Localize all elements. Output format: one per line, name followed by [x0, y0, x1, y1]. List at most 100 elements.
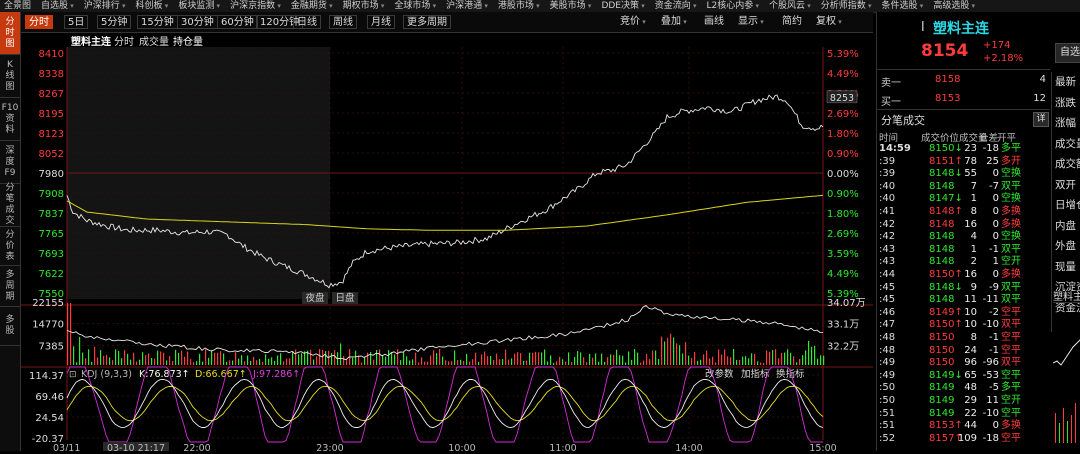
left-tab[interactable]: 分笔成交 — [0, 183, 20, 227]
trade-row[interactable]: :47 8150↑ 10 -10 双平 — [877, 319, 1050, 331]
trade-row[interactable]: :42 8148 16 0 多换 — [877, 219, 1050, 231]
trade-row[interactable]: 14:59 8150↓ 23 -18 多平 — [877, 143, 1050, 155]
top-menu-item[interactable]: 期权市场 — [339, 0, 391, 12]
trade-row[interactable]: :39 8148↓ 55 0 空换 — [877, 168, 1050, 180]
period-button[interactable]: 5分钟 — [97, 15, 132, 29]
top-menu-item[interactable]: 分析师指数 — [817, 0, 878, 12]
top-menu-item[interactable]: 沪深排行 — [80, 0, 132, 12]
top-menu-item[interactable]: 金融期货 — [287, 0, 339, 12]
kdj-label[interactable]: KDJ (9,3,3) — [81, 369, 132, 380]
volume-bar — [469, 361, 471, 365]
top-menu-item[interactable]: 条件选股 — [878, 0, 930, 12]
volume-bar — [802, 355, 804, 365]
trade-row[interactable]: :45 8148 11 -11 双平 — [877, 294, 1050, 306]
top-menu-item[interactable]: 高级选股 — [929, 0, 981, 12]
volume-bar — [220, 351, 222, 365]
period-button[interactable]: 月线 — [367, 15, 395, 29]
top-menu-item[interactable]: 全景图 — [4, 1, 32, 11]
toolbar-button[interactable]: 画线 — [704, 16, 724, 27]
chart-header-item[interactable]: 成交量 — [139, 35, 169, 48]
trade-row[interactable]: :48 8150 8 -1 空平 — [877, 332, 1050, 344]
trade-row[interactable]: :50 8149 29 11 空开 — [877, 395, 1050, 407]
kdj-action-button[interactable]: 换指标 — [776, 368, 805, 380]
period-button[interactable]: 分时 — [25, 15, 53, 29]
kdj-action-button[interactable]: 改参数 — [705, 368, 734, 380]
trades-list[interactable]: 14:59 8150↓ 23 -18 多平:39 8151↑ 78 25 多开:39 8148↓ 5… — [877, 143, 1050, 451]
trade-row[interactable]: :51 8153↑ 44 0 多换 — [877, 420, 1050, 432]
top-menu-item[interactable]: 沪深港通 — [442, 0, 494, 12]
left-tab[interactable]: 分价表 — [0, 227, 20, 266]
top-menu-item[interactable]: 全球市场 — [390, 0, 442, 12]
left-tab[interactable]: F10 资料 — [0, 98, 20, 141]
night-session-label-bg — [302, 292, 328, 304]
period-button[interactable]: 更多周期 — [403, 15, 451, 29]
trade-row[interactable]: :52 8157↑ 109 -18 空平 — [877, 433, 1050, 445]
trade-row[interactable]: :39 8151↑ 78 25 多开 — [877, 156, 1050, 168]
volume-bar — [184, 356, 186, 365]
trade-row[interactable]: :43 8148 2 1 空开 — [877, 256, 1050, 268]
period-button[interactable]: 日线 — [293, 15, 321, 29]
trade-row[interactable]: :44 8150↑ 16 0 多换 — [877, 269, 1050, 281]
trade-row[interactable]: :48 8150 24 -1 空平 — [877, 345, 1050, 357]
volume-bar — [124, 350, 126, 365]
trade-row[interactable]: :40 8148 7 -7 双平 — [877, 181, 1050, 193]
top-menu-item[interactable]: 资金流向 — [651, 0, 703, 12]
top-menu-item[interactable]: L2核心内参 — [703, 0, 766, 12]
volume-bar — [421, 357, 423, 365]
left-tab[interactable]: 多股 — [0, 307, 20, 346]
left-tab-char: 线 — [5, 70, 15, 81]
top-menu-item[interactable]: 科创板 — [132, 0, 175, 12]
volume-bar — [514, 353, 516, 365]
period-button[interactable]: 30分钟 — [177, 15, 218, 29]
left-tab[interactable]: 深度 F9 — [0, 141, 20, 184]
top-menu-item[interactable]: 板块监测 — [174, 0, 226, 12]
volume-bar — [250, 360, 252, 365]
volume-bar — [142, 352, 144, 365]
top-menu-item[interactable]: 港股市场 — [494, 0, 546, 12]
trade-row[interactable]: :46 8149↑ 10 -2 空平 — [877, 307, 1050, 319]
trade-price: 8148↑ — [929, 206, 963, 217]
top-menu-item[interactable]: 沪深京指数 — [226, 0, 287, 12]
volume-bar — [85, 358, 87, 365]
chart-header-item[interactable]: 持仓量 — [173, 35, 203, 48]
pct-axis-label: 1.80% — [827, 209, 859, 220]
top-menu-item[interactable]: 自选股 — [37, 0, 80, 12]
add-watchlist-button[interactable]: 自选 — [1055, 43, 1080, 63]
period-button[interactable]: 周线 — [329, 15, 357, 29]
chart-header-item[interactable]: 分时 — [114, 36, 134, 48]
period-button[interactable]: 5日 — [64, 15, 89, 29]
period-button[interactable]: 120分钟 — [256, 15, 304, 29]
trade-row[interactable]: :50 8149 48 -5 多平 — [877, 382, 1050, 394]
trade-row[interactable]: :42 8148 4 0 空换 — [877, 231, 1050, 243]
period-button[interactable]: 60分钟 — [217, 15, 258, 29]
trade-row[interactable]: :43 8148 1 -1 双平 — [877, 244, 1050, 256]
trade-row[interactable]: :40 8147↓ 1 0 空换 — [877, 193, 1050, 205]
trade-type: 双平 — [1001, 243, 1021, 255]
trade-row[interactable]: :49 8150 96 -96 双平 — [877, 357, 1050, 369]
trade-row[interactable]: :49 8149↓ 65 -53 空平 — [877, 370, 1050, 382]
volume-bar — [190, 359, 192, 365]
left-tab[interactable]: 分时图 — [0, 12, 20, 55]
trade-time: :48 — [879, 344, 896, 356]
toolbar-button[interactable]: 显示 — [735, 15, 767, 29]
volume-bar — [178, 353, 180, 365]
left-tab[interactable]: 多周期 — [0, 266, 20, 307]
trade-row[interactable]: :41 8148↑ 8 0 多换 — [877, 206, 1050, 218]
toolbar-button[interactable]: 简约 — [782, 16, 802, 27]
top-menu-item[interactable]: 美股市场 — [546, 0, 598, 12]
trade-row[interactable]: :45 8148↓ 9 -9 双平 — [877, 282, 1050, 294]
toolbar-button[interactable]: 复权 — [813, 15, 845, 29]
trades-detail-button[interactable]: 详 — [1033, 112, 1049, 127]
volume-bar — [502, 359, 504, 365]
toolbar-button[interactable]: 竞价 — [617, 15, 649, 29]
volume-bar — [151, 358, 153, 365]
top-menu-item[interactable]: 个股风云 — [765, 0, 817, 12]
top-menu-item[interactable]: DDE决策 — [597, 0, 650, 12]
kdj-action-button[interactable]: 加指标 — [741, 368, 770, 380]
toolbar-button[interactable]: 叠加 — [658, 15, 690, 29]
period-button[interactable]: 15分钟 — [137, 15, 178, 29]
trade-row[interactable]: :51 8149 22 -10 空平 — [877, 408, 1050, 420]
